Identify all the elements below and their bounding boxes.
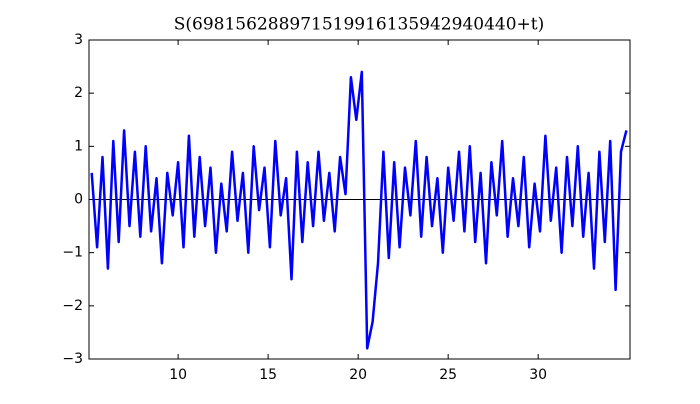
y-tick-label: 0 — [74, 192, 83, 208]
y-tick-label: 1 — [74, 138, 83, 154]
x-tick-label: 20 — [349, 367, 367, 383]
y-tick-label: 3 — [74, 32, 83, 48]
plot-frame — [88, 39, 631, 360]
x-tick-label: 10 — [169, 367, 187, 383]
data-line — [90, 70, 628, 350]
y-tick-label: 2 — [74, 85, 83, 101]
y-tick-label: −2 — [62, 298, 83, 314]
x-tick-label: 15 — [259, 367, 277, 383]
chart-title: S(698156288971519916135942940440+t) — [174, 15, 544, 35]
x-tick-label: 25 — [439, 367, 457, 383]
x-tick-label: 30 — [529, 367, 547, 383]
y-tick-label: −1 — [62, 245, 83, 261]
y-tick-label: −3 — [62, 351, 83, 367]
